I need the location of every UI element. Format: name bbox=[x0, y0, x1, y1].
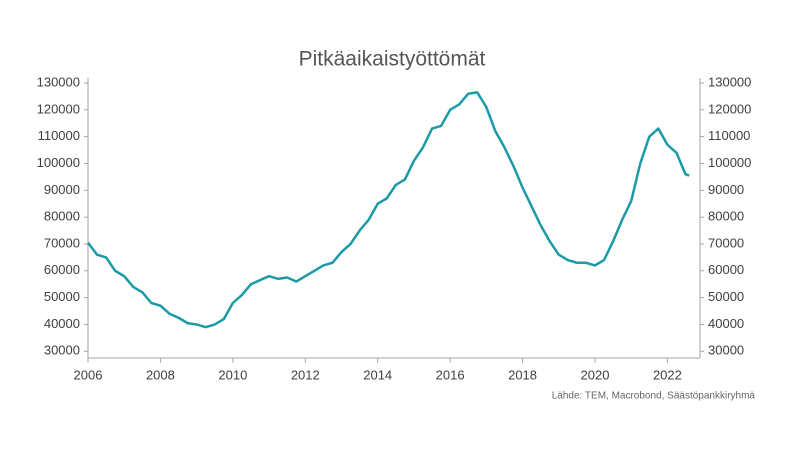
y2-tick-label: 130000 bbox=[708, 74, 751, 89]
y-tick-label: 50000 bbox=[44, 289, 80, 304]
y2-tick-label: 30000 bbox=[708, 343, 744, 358]
y2-tick-label: 60000 bbox=[708, 262, 744, 277]
x-tick-label: 2012 bbox=[291, 367, 320, 382]
x-tick-label: 2010 bbox=[218, 367, 247, 382]
y2-tick-label: 40000 bbox=[708, 316, 744, 331]
source-note: Lähde: TEM, Macrobond, Säästöpankkiryhmä bbox=[552, 391, 756, 402]
y2-tick-label: 70000 bbox=[708, 235, 744, 250]
y-tick-label: 80000 bbox=[44, 209, 80, 224]
series-line bbox=[86, 91, 690, 329]
x-tick-label: 2014 bbox=[363, 367, 392, 382]
y-tick-label: 40000 bbox=[44, 316, 80, 331]
y2-tick-label: 100000 bbox=[708, 155, 751, 170]
y-tick-label: 70000 bbox=[44, 235, 80, 250]
y-tick-label: 30000 bbox=[44, 343, 80, 358]
x-tick-label: 2016 bbox=[436, 367, 465, 382]
y-tick-label: 60000 bbox=[44, 262, 80, 277]
x-tick-label: 2008 bbox=[146, 367, 175, 382]
x-tick-label: 2018 bbox=[508, 367, 537, 382]
y2-tick-label: 80000 bbox=[708, 209, 744, 224]
chart-title: Pitkäaikaistyöttömät bbox=[299, 48, 486, 71]
y-tick-label: 100000 bbox=[37, 155, 80, 170]
y-tick-label: 90000 bbox=[44, 182, 80, 197]
y-tick-label: 120000 bbox=[37, 101, 80, 116]
y-tick-label: 110000 bbox=[38, 128, 80, 143]
x-tick-label: 2022 bbox=[653, 367, 682, 382]
y-tick-label: 130000 bbox=[37, 74, 80, 89]
x-tick-label: 2006 bbox=[74, 367, 103, 382]
x-tick-label: 2020 bbox=[581, 367, 610, 382]
y2-tick-label: 110000 bbox=[708, 128, 750, 143]
y2-tick-label: 90000 bbox=[708, 182, 744, 197]
y2-tick-label: 50000 bbox=[708, 289, 744, 304]
y2-tick-label: 120000 bbox=[708, 101, 751, 116]
